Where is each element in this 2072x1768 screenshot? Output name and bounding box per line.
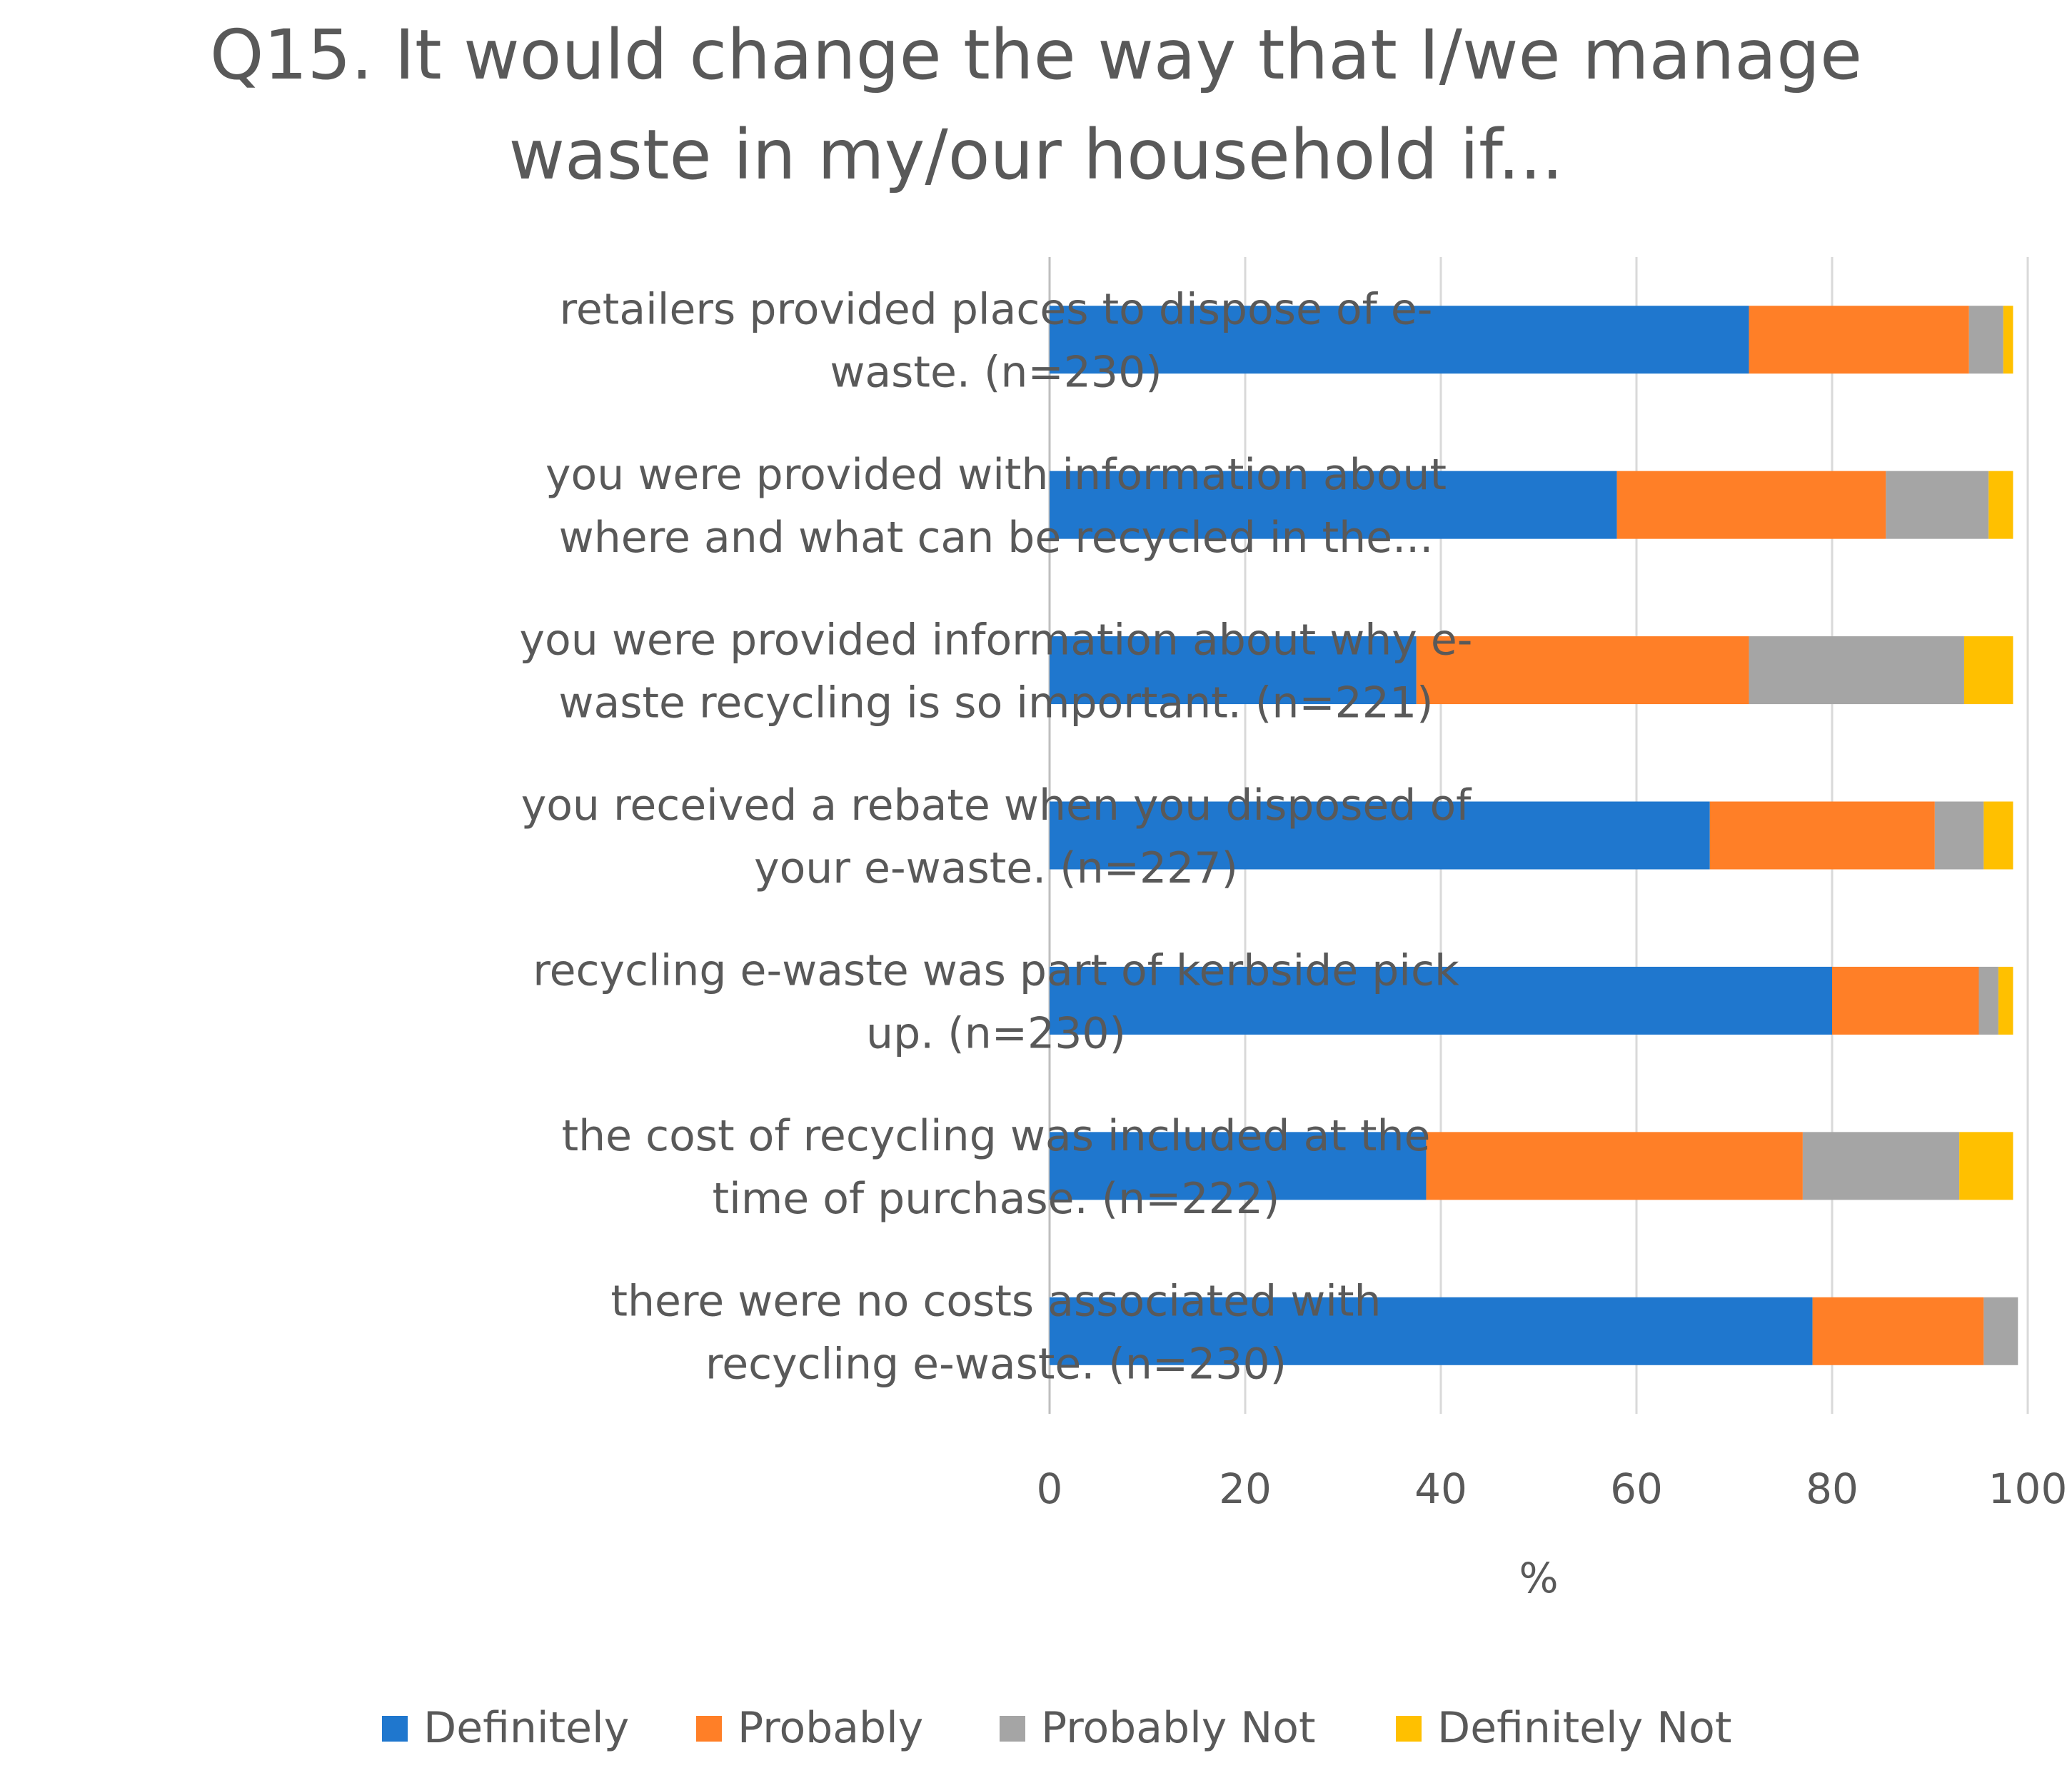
bar-segment-probably: [1416, 636, 1749, 705]
x-tick-label: 20: [1219, 1465, 1272, 1513]
category-label: you received a rebate when you disposed …: [521, 780, 1472, 830]
bars: [1050, 306, 2018, 1365]
category-label: where and what can be recycled in the...: [559, 513, 1434, 563]
legend-label: Definitely Not: [1437, 1703, 1731, 1753]
category-label: recycling e-waste was part of kerbside p…: [533, 945, 1459, 995]
category-label: retailers provided places to dispose of …: [560, 285, 1433, 335]
bar-segment-definitely: [1050, 1297, 1813, 1365]
x-tick-label: 100: [1988, 1465, 2068, 1513]
bar-segment-definitely-not: [1963, 636, 2013, 705]
legend-label: Probably: [738, 1703, 923, 1753]
chart-title-line-1: Q15. It would change the way that I/we m…: [210, 15, 1862, 95]
category-label: the cost of recycling was included at th…: [562, 1111, 1431, 1161]
category-label: waste. (n=230): [830, 348, 1162, 398]
legend-label: Probably Not: [1041, 1703, 1316, 1753]
bar-segment-probably-not: [1968, 306, 2003, 374]
x-axis-title: %: [1519, 1554, 1558, 1602]
bar-segment-probably-not: [1802, 1132, 1960, 1200]
chart-title-line-2: waste in my/our household if...: [508, 115, 1563, 195]
category-label: time of purchase. (n=222): [713, 1174, 1280, 1224]
bar-segment-probably-not: [1749, 636, 1964, 705]
category-label: you were provided with information about: [545, 450, 1447, 500]
bar-segment-probably-not: [1934, 801, 1984, 870]
bar-segment-definitely: [1050, 1132, 1427, 1200]
category-label: you were provided information about why …: [520, 616, 1473, 665]
x-tick-label: 0: [1037, 1465, 1063, 1513]
category-labels: retailers provided places to dispose of …: [520, 285, 1473, 1390]
bar-segment-definitely-not: [2003, 306, 2013, 374]
bar-segment-definitely: [1050, 306, 1749, 374]
bar-segment-definitely: [1050, 636, 1417, 705]
legend-swatch: [1396, 1716, 1422, 1742]
bar-segment-probably: [1832, 966, 1979, 1035]
bar-segment-probably-not: [1886, 471, 1989, 539]
x-axis-ticks: 0 20 40 60 80 100: [1037, 1465, 2068, 1513]
bar-segment-probably: [1616, 471, 1886, 539]
category-label: up. (n=230): [866, 1008, 1126, 1058]
bar-segment-definitely: [1050, 966, 1832, 1035]
bar-segment-probably-not: [1978, 966, 1998, 1035]
legend-label: Definitely: [423, 1703, 629, 1753]
legend: Definitely Probably Probably Not Definitely…: [382, 1703, 1731, 1753]
bar-segment-probably: [1749, 306, 1969, 374]
bar-segment-definitely: [1050, 801, 1710, 870]
bar-segment-probably: [1426, 1132, 1803, 1200]
bar-segment-definitely-not: [1959, 1132, 2013, 1200]
legend-swatch: [696, 1716, 722, 1742]
bar-segment-definitely-not: [1988, 471, 2013, 539]
category-label: waste recycling is so important. (n=221): [558, 678, 1433, 728]
category-label: recycling e-waste. (n=230): [705, 1339, 1287, 1389]
bar-segment-definitely: [1050, 471, 1617, 539]
x-tick-label: 40: [1414, 1465, 1467, 1513]
bar-segment-definitely-not: [1983, 801, 2013, 870]
legend-swatch: [382, 1716, 408, 1742]
x-tick-label: 80: [1806, 1465, 1859, 1513]
category-label: your e-waste. (n=227): [754, 843, 1238, 893]
bar-segment-probably: [1709, 801, 1935, 870]
bar-segment-definitely-not: [1998, 966, 2013, 1035]
bar-segment-probably-not: [1983, 1297, 2018, 1365]
bar-segment-probably: [1812, 1297, 1984, 1365]
x-tick-label: 60: [1610, 1465, 1663, 1513]
legend-swatch: [1000, 1716, 1025, 1742]
category-label: there were no costs associated with: [610, 1276, 1381, 1326]
chart-title: Q15. It would change the way that I/we m…: [210, 15, 1862, 195]
